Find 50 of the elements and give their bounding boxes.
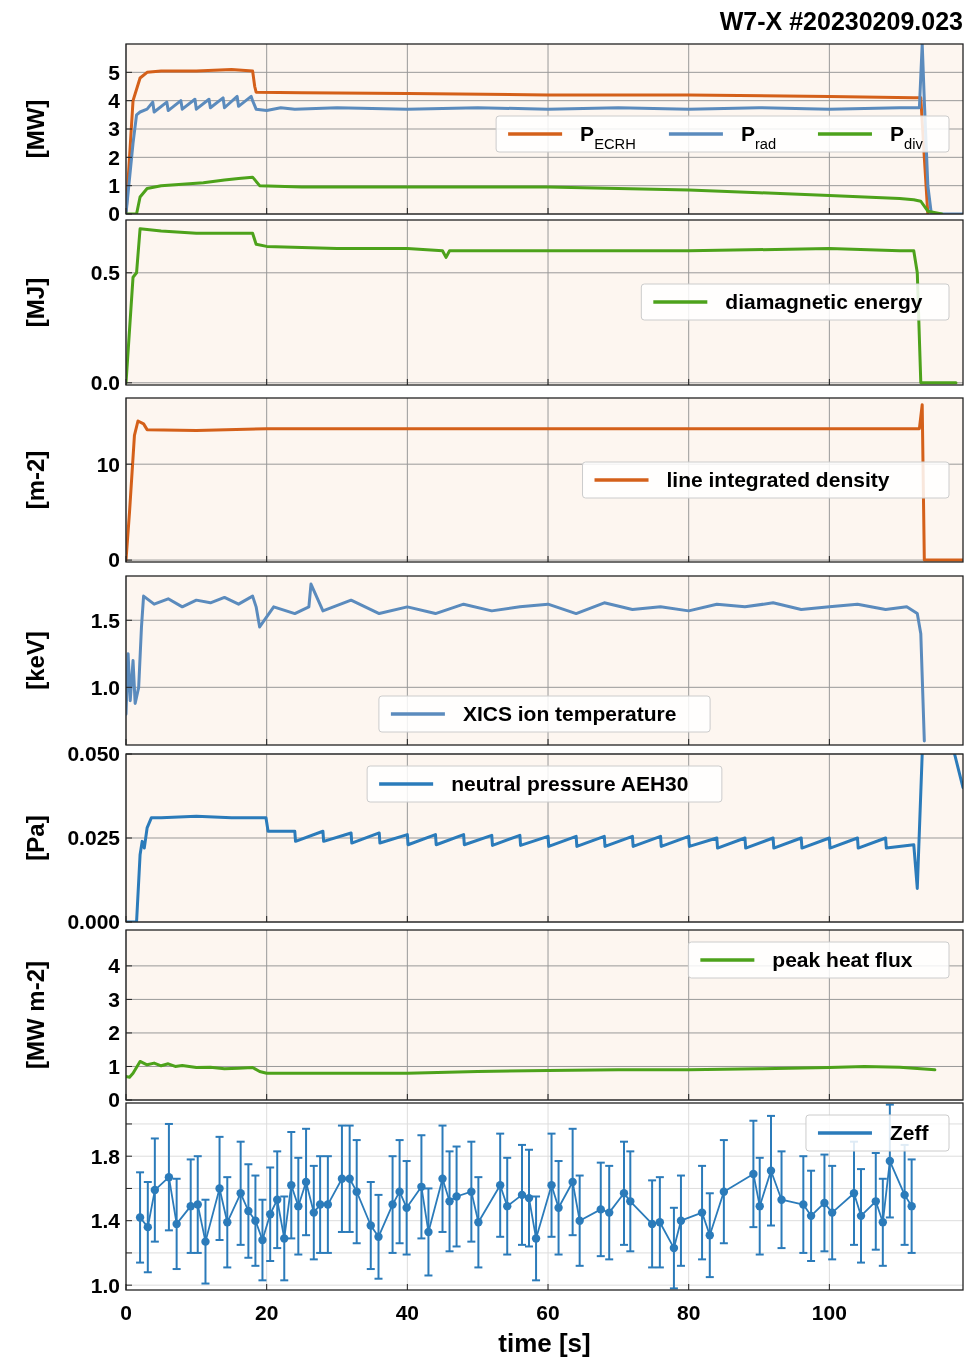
y-tick-label: 1.0 <box>90 1273 120 1297</box>
y-tick-label: 2 <box>108 145 120 169</box>
x-tick-label: 20 <box>254 1301 279 1324</box>
y-tick-label: 0 <box>108 1088 120 1112</box>
y-axis-title: [m-2] <box>22 450 49 510</box>
y-axis-title: [Pa] <box>22 815 49 861</box>
y-axis-title: [keV] <box>22 631 49 690</box>
y-tick-label: 0.0 <box>90 371 120 395</box>
y-tick-label: 0.025 <box>67 826 121 850</box>
y-tick-label: 4 <box>108 89 121 113</box>
x-tick-label: 80 <box>677 1301 701 1324</box>
line-series <box>126 44 963 214</box>
y-tick-label: 4 <box>108 954 121 978</box>
y-axis-title: [MJ] <box>22 277 49 328</box>
legend-label: diamagnetic energy <box>725 290 923 314</box>
line-series <box>126 1059 937 1079</box>
line-series <box>126 582 926 743</box>
y-tick-label: 1.0 <box>90 675 120 699</box>
x-tick-label: 100 <box>811 1301 847 1324</box>
x-axis-title: time [s] <box>498 1328 591 1358</box>
y-tick-label: 1 <box>108 1054 121 1078</box>
y-axis-title: [MW m-2] <box>22 961 49 1069</box>
y-tick-label: 0.000 <box>67 910 120 934</box>
y-tick-label: 1.4 <box>90 1209 121 1233</box>
y-tick-label: 1.8 <box>90 1144 121 1168</box>
x-tick-label: 40 <box>395 1301 420 1324</box>
y-tick-label: 1.5 <box>90 608 121 632</box>
y-tick-label: 3 <box>108 117 120 141</box>
legend-label: P$_{rad}$ <box>740 122 777 153</box>
y-axis-title: [MW] <box>22 99 49 159</box>
y-tick-label: 0.5 <box>90 261 121 285</box>
legend-label: Zeff <box>889 1121 930 1145</box>
legend-label: P$_{ECRH}$ <box>580 122 636 153</box>
line-series <box>126 68 930 214</box>
legend-label: P$_{div}$ <box>889 122 924 153</box>
legend-label: peak heat flux <box>772 948 913 972</box>
y-tick-label: 0.050 <box>67 742 120 766</box>
legend-label: XICS ion temperature <box>462 702 677 726</box>
legend-label: neutral pressure AEH30 <box>451 772 689 796</box>
y-tick-label: 0 <box>108 548 120 572</box>
y-tick-label: 0 <box>108 202 120 226</box>
y-tick-label: 3 <box>108 987 120 1011</box>
y-tick-label: 1 <box>108 174 121 198</box>
x-tick-label: 60 <box>536 1301 560 1324</box>
line-series <box>126 227 958 385</box>
legend-label: line integrated density <box>666 468 890 492</box>
y-tick-label: 10 <box>96 452 120 476</box>
chart-title: W7-X #20230209.023 <box>719 7 963 35</box>
y-tick-label: 2 <box>108 1021 120 1045</box>
y-tick-label: 5 <box>108 60 121 84</box>
